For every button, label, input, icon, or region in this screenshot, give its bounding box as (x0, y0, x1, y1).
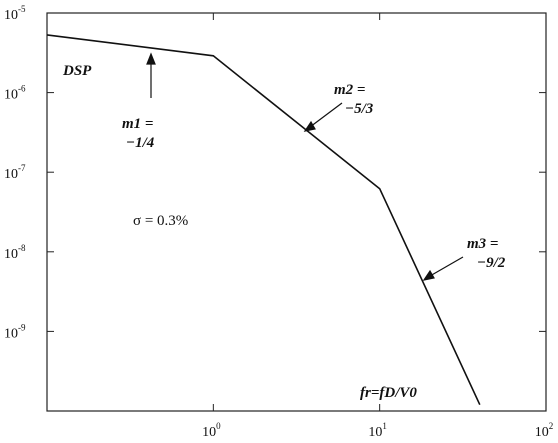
m2-arrowhead (303, 120, 316, 132)
y-tick-label: 10-5 (4, 4, 26, 23)
y-tick-label: 10-8 (4, 243, 26, 262)
xlabel: fr=fD/V0 (360, 385, 417, 401)
m2-label-line2: −5/3 (345, 101, 374, 117)
m2-arrow (309, 102, 343, 128)
tick-labels: 100 101 102 10-5 10-6 10-7 10-8 10-9 (4, 4, 553, 440)
x-tick-label: 102 (535, 421, 554, 440)
annotation-arrows (146, 52, 464, 281)
y-tick-label: 10-7 (4, 163, 26, 182)
m2-label-line1: m2 = (334, 82, 365, 98)
y-tick-label: 10-6 (4, 84, 26, 103)
x-tick-label: 100 (202, 421, 221, 440)
m1-label-line1: m1 = (122, 116, 153, 132)
ylabel: DSP (62, 63, 92, 79)
series-line (46, 34, 481, 406)
m3-arrowhead (422, 269, 435, 281)
m1-label-line2: −1/4 (126, 135, 155, 151)
m3-label-line1: m3 = (467, 236, 498, 252)
plot-frame (46, 12, 547, 412)
m1-arrowhead (146, 52, 156, 65)
y-tick-label: 10-9 (4, 322, 26, 341)
m3-label-line2: −9/2 (477, 255, 506, 271)
m3-arrow (429, 256, 464, 277)
sigma-label: σ = 0.3% (133, 213, 188, 229)
axis-ticks (46, 12, 547, 412)
x-tick-label: 101 (368, 421, 387, 440)
